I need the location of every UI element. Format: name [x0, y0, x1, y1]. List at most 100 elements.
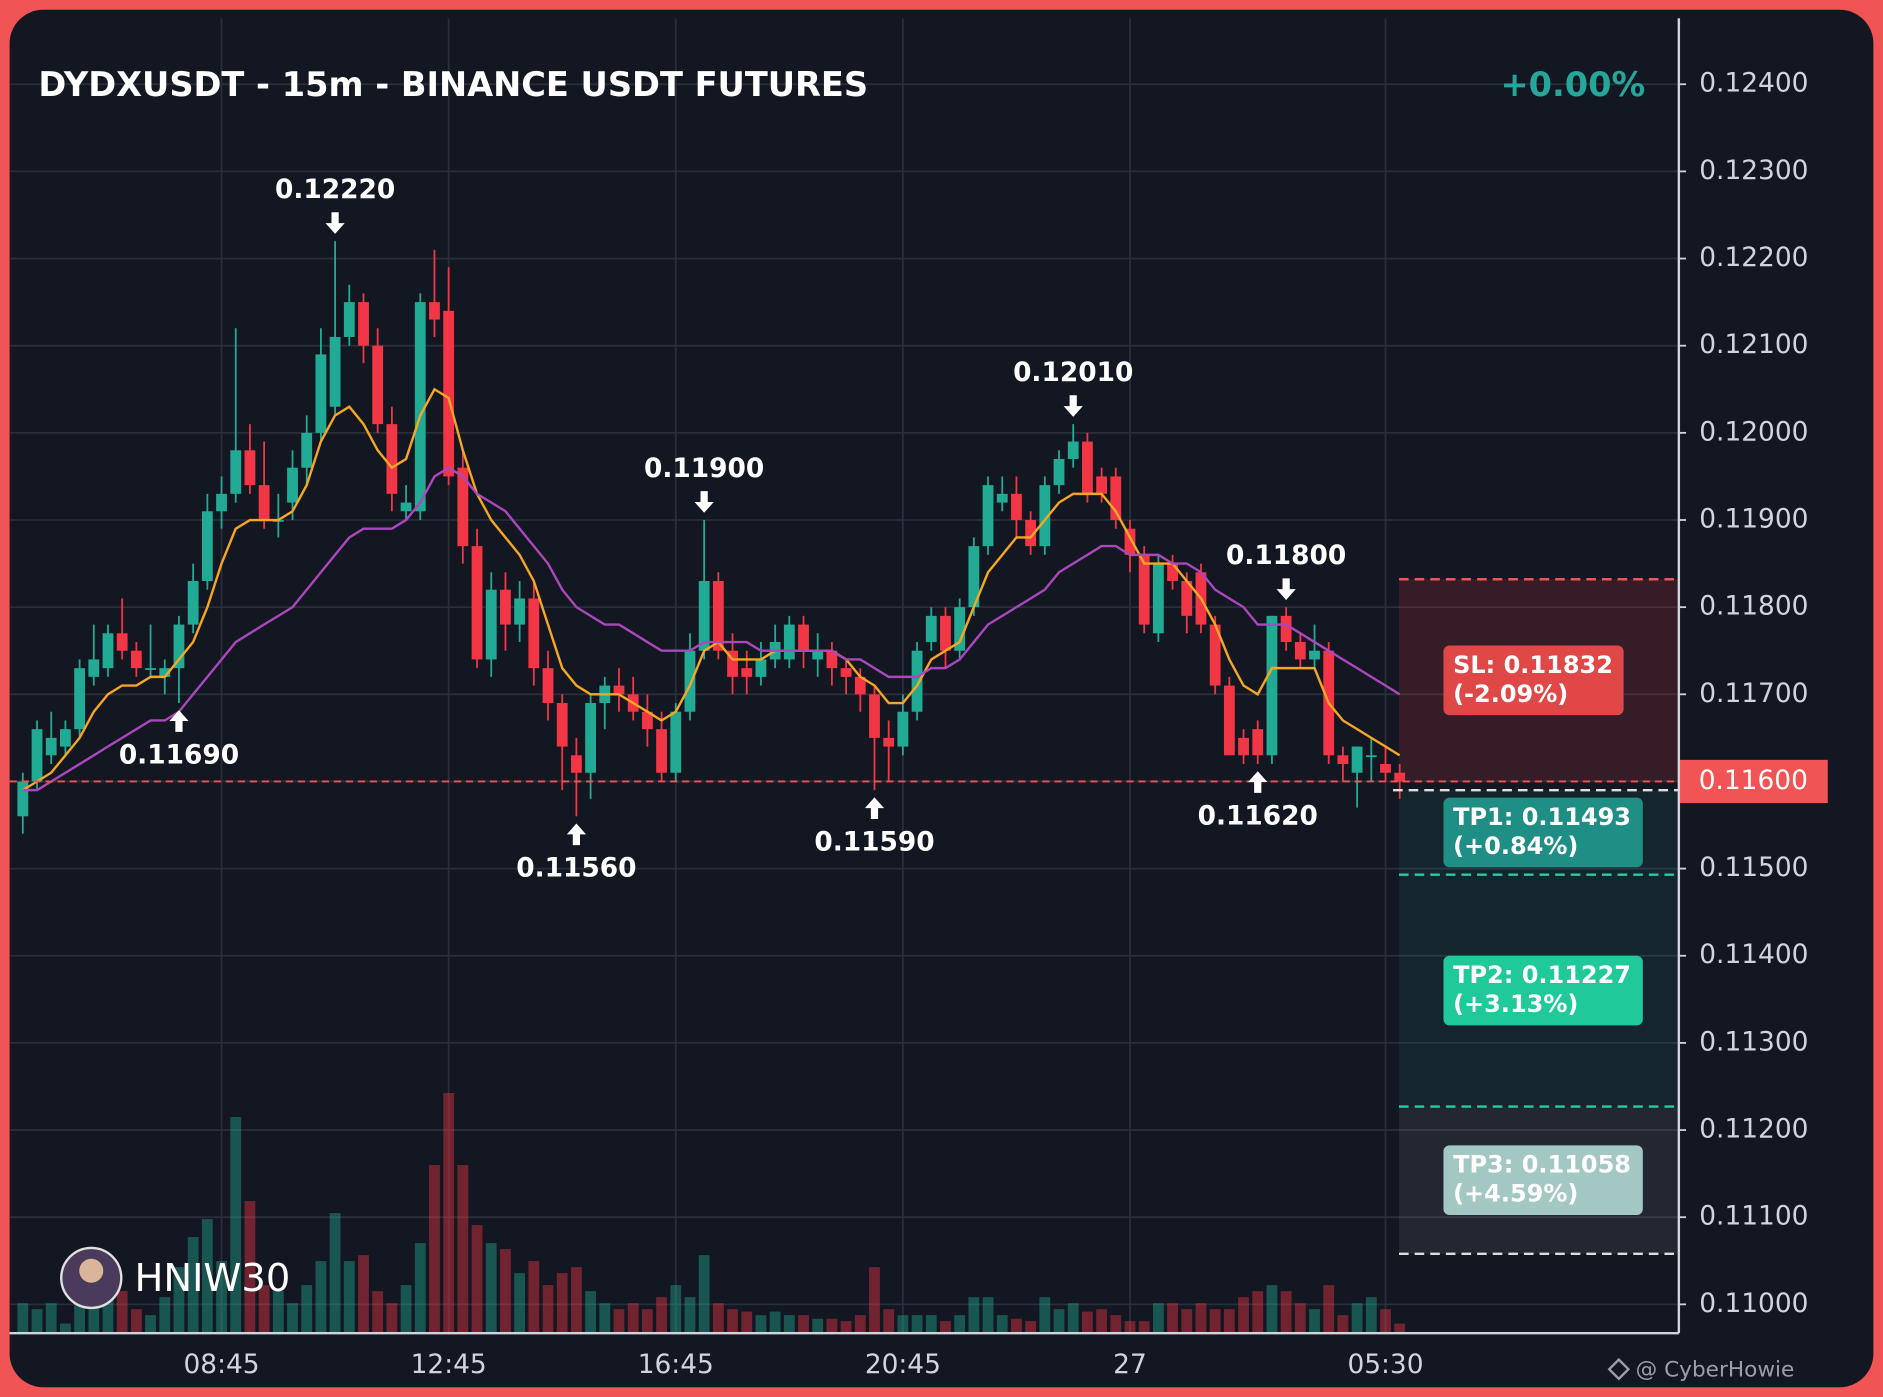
- y-tick-label: 0.12000: [1699, 416, 1808, 447]
- candle-body: [1067, 441, 1079, 459]
- candle-body: [1181, 581, 1193, 616]
- level-label: TP1: 0.11493: [1453, 803, 1631, 831]
- volume-bar: [727, 1309, 738, 1334]
- candle-body: [528, 598, 540, 669]
- candle-body: [798, 624, 809, 651]
- candle-body: [1209, 624, 1221, 686]
- volume-bar: [1365, 1297, 1377, 1334]
- volume-bar: [869, 1267, 880, 1334]
- candle-body: [940, 615, 951, 651]
- level-box: [1443, 1145, 1643, 1215]
- annotation-label: 0.12220: [275, 174, 395, 205]
- candle-body: [1152, 563, 1164, 634]
- volume-bar: [1110, 1315, 1122, 1334]
- annotation-label: 0.11900: [644, 453, 764, 484]
- volume-bar: [1380, 1309, 1391, 1334]
- volume-bar: [329, 1213, 341, 1334]
- volume-bar: [1309, 1309, 1320, 1334]
- y-tick-label: 0.11500: [1699, 852, 1808, 883]
- volume-bar: [571, 1267, 582, 1334]
- volume-bar: [627, 1303, 639, 1334]
- volume-bar: [1138, 1321, 1150, 1334]
- y-tick-label: 0.11000: [1699, 1288, 1808, 1319]
- volume-bar: [471, 1225, 483, 1334]
- annotation-label: 0.11690: [119, 739, 239, 770]
- candle-body: [1082, 441, 1093, 494]
- candle-body: [698, 581, 710, 651]
- candle-body: [301, 432, 313, 468]
- candle-body: [542, 668, 554, 704]
- volume-bar: [599, 1303, 611, 1334]
- volume-bar: [996, 1315, 1008, 1334]
- volume-bar: [1195, 1303, 1207, 1334]
- volume-bar: [1323, 1285, 1335, 1334]
- candle-body: [443, 310, 455, 477]
- candle-body: [968, 546, 980, 608]
- candle-body: [613, 685, 625, 695]
- volume-bar: [1223, 1309, 1235, 1334]
- volume-bar: [457, 1165, 469, 1334]
- candle-body: [1266, 615, 1278, 756]
- candle-body: [783, 624, 795, 660]
- candle-body: [329, 336, 341, 407]
- credit-icon: [1607, 1357, 1631, 1381]
- volume-bar: [656, 1297, 667, 1334]
- last-price-tag: [1678, 759, 1828, 804]
- credit: @ CyberHowie: [1636, 1357, 1795, 1382]
- level-box: [1443, 645, 1624, 716]
- candle-body: [883, 737, 895, 747]
- candle-body: [1053, 458, 1065, 486]
- y-tick-label: 0.12200: [1699, 242, 1808, 273]
- annotation-arrow: [694, 491, 714, 513]
- candle-body: [1167, 563, 1178, 582]
- volume-bar: [1337, 1315, 1349, 1334]
- volume-bar: [925, 1315, 937, 1334]
- candle-body: [400, 502, 412, 512]
- lines: [22, 387, 1401, 792]
- volume-bar: [201, 1219, 213, 1334]
- candle-body: [684, 650, 696, 712]
- chart-title: DYDXUSDT - 15m - BINANCE USDT FUTURES: [38, 65, 868, 104]
- volume-bar: [670, 1285, 682, 1334]
- volume-bar: [698, 1255, 710, 1334]
- volume-bar: [429, 1165, 440, 1334]
- y-tick-label: 0.11700: [1699, 678, 1808, 709]
- volume-bar: [911, 1315, 923, 1334]
- volume-bar: [840, 1321, 852, 1334]
- candle-body: [571, 755, 582, 773]
- volume-bar: [173, 1267, 185, 1334]
- volume-bar: [1082, 1311, 1093, 1334]
- candle-body: [1223, 685, 1235, 756]
- volume-bar: [542, 1285, 554, 1334]
- candle-body: [88, 659, 100, 677]
- avatar-face: [79, 1258, 104, 1283]
- volume-bar: [641, 1309, 653, 1334]
- volume-bar: [1181, 1309, 1193, 1334]
- candle-body: [74, 668, 85, 730]
- candles: [17, 241, 1406, 834]
- volume-bar: [1124, 1321, 1136, 1334]
- candle-body: [656, 729, 667, 773]
- candle-body: [1124, 528, 1136, 555]
- volume-bar: [783, 1315, 795, 1334]
- y-tick-label: 0.11800: [1699, 591, 1808, 622]
- x-tick-label: 16:45: [638, 1349, 714, 1380]
- volume-bar: [514, 1273, 526, 1334]
- annotation-label: 0.12010: [1013, 357, 1133, 388]
- candle-body: [1351, 746, 1363, 773]
- candle-body: [1039, 485, 1051, 547]
- annotation-arrow: [1063, 395, 1083, 417]
- volume-bar: [443, 1092, 455, 1334]
- volume-bar: [1167, 1303, 1178, 1334]
- candle-body: [102, 633, 114, 669]
- candle-body: [216, 493, 227, 512]
- volume-bar: [940, 1321, 951, 1334]
- volume-bar: [854, 1315, 866, 1334]
- candle-body: [17, 781, 29, 817]
- volume-bar: [769, 1311, 781, 1334]
- candle-body: [1252, 729, 1264, 756]
- volume-bar: [741, 1311, 753, 1334]
- volume-bar: [159, 1297, 171, 1334]
- y-tick-label: 0.11400: [1699, 939, 1808, 970]
- volume-bar: [883, 1309, 895, 1334]
